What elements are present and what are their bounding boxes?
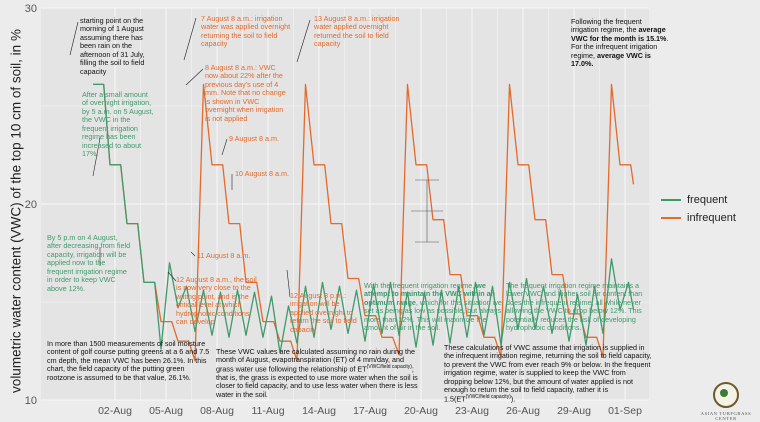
- x-tick-label: 14-Aug: [302, 405, 336, 417]
- x-tick-label: 29-Aug: [557, 405, 591, 417]
- x-tick-label: 20-Aug: [404, 405, 438, 417]
- legend-swatch-infrequent: [661, 217, 681, 219]
- x-tick-label: 17-Aug: [353, 405, 387, 417]
- annotation-small-irrigation: After a small amount of overnight irriga…: [82, 90, 154, 159]
- optimum-text-bold: we attempt to maintain the VWC within an…: [364, 281, 495, 307]
- irrigation-superscript: (VWC/field capacity): [465, 393, 511, 400]
- legend-item-frequent: frequent: [661, 191, 736, 209]
- annotation-aug4-irrigation: By 5 p.m on 4 August, after decreasing f…: [47, 233, 131, 293]
- annotation-irrigation-assumptions: These calculations of VWC assume that ir…: [444, 343, 652, 404]
- annotation-calculation-assumptions: These VWC values are calculated assuming…: [216, 347, 422, 399]
- avg-text-2: average VWC for the month is 15.1%: [571, 25, 667, 43]
- annotation-aug8: 8 August 8 a.m.: VWC now about 22% after…: [205, 63, 286, 123]
- x-tick-label: 08-Aug: [200, 405, 234, 417]
- annotation-start-point: starting point on the morning of 1 Augus…: [80, 16, 145, 76]
- annotation-frequent-summary: The frequent irrigation regime maintains…: [506, 281, 643, 333]
- logo: ASIAN TURFGRASS CENTER: [696, 382, 756, 421]
- assumptions-superscript: (VWC/field capacity): [366, 363, 412, 370]
- irrigation-text-1: These calculations of VWC assume that ir…: [444, 343, 652, 404]
- avg-text-4: average VWC is 17.0%.: [571, 50, 651, 69]
- annotation-leader-line: [296, 19, 311, 63]
- y-axis-ticks: 10 20 30: [25, 3, 37, 407]
- annotation-leader-line: [92, 137, 101, 177]
- annotation-leaders: [69, 17, 443, 298]
- x-tick-label: 05-Aug: [149, 405, 183, 417]
- gridlines: [41, 7, 649, 401]
- avg-text-3: . For the infrequent irrigation regime,: [571, 33, 669, 60]
- annotation-aug12-wilting: 12 August 8 a.m., the soil is now very c…: [176, 275, 257, 327]
- avg-text-1: Following the frequent irrigation regime…: [571, 17, 642, 35]
- x-tick-label: 26-Aug: [506, 405, 540, 417]
- optimum-text-pre: With the frequent irrigation regime,: [364, 281, 477, 290]
- legend-item-infrequent: infrequent: [661, 209, 736, 227]
- series-line-frequent: [93, 83, 635, 354]
- x-tick-label: 01-Sep: [608, 405, 642, 417]
- annotation-aug13: 13 August 8 a.m.: irrigation water appli…: [314, 14, 400, 49]
- x-tick-label: 23-Aug: [455, 405, 489, 417]
- irrigation-text-2: ).: [510, 394, 516, 404]
- annotation-field-capacity-note: In more than 1500 measurements of soil m…: [47, 339, 210, 382]
- assumptions-text-1: These VWC values are calculated assuming…: [216, 347, 415, 374]
- optimum-text-post: , which for this situation we set as bei…: [364, 297, 502, 333]
- annotation-aug10: 10 August 8 a.m.: [235, 169, 289, 178]
- series-line-infrequent: [93, 83, 635, 362]
- series-lines: [93, 83, 635, 362]
- annotation-leader-line: [286, 269, 291, 298]
- y-tick-label: 10: [25, 395, 37, 407]
- y-tick-label: 20: [25, 199, 37, 211]
- annotation-leader-line: [167, 271, 177, 282]
- annotation-aug12-pm: 12 August 8 p.m.: irrigation will be app…: [290, 291, 357, 334]
- legend-swatch-frequent: [661, 199, 681, 201]
- x-tick-label: 02-Aug: [98, 405, 132, 417]
- x-axis-ticks: 02-Aug 05-Aug 08-Aug 11-Aug 14-Aug 17-Aug 20-A…: [98, 405, 642, 417]
- annotation-leader-line: [183, 17, 197, 61]
- assumptions-text-2: ; that is, the grass is expected to use …: [216, 364, 418, 399]
- y-axis-label: volumetric water content (VWC) of the to…: [8, 29, 24, 393]
- annotation-leader-line: [221, 138, 228, 156]
- logo-emblem: [713, 382, 739, 408]
- annotation-optimum-range: With the frequent irrigation regime, we …: [364, 281, 504, 333]
- annotation-leader-line: [185, 68, 204, 86]
- y-tick-label: 30: [25, 3, 37, 15]
- annotation-aug9: 9 August 8 a.m.: [229, 134, 279, 143]
- annotation-aug7: 7 August 8 a.m.: irrigation water was ap…: [201, 14, 291, 49]
- annotation-leader-line: [190, 251, 196, 257]
- legend-label-frequent: frequent: [687, 194, 728, 206]
- x-tick-label: 11-Aug: [251, 405, 284, 417]
- legend-label-infrequent: infrequent: [687, 212, 736, 224]
- legend: frequent infrequent: [661, 191, 736, 227]
- logo-text: ASIAN TURFGRASS CENTER: [700, 411, 752, 421]
- annotation-aug11: 11 August 8 a.m.: [197, 251, 251, 260]
- annotation-average-vwc: Following the frequent irrigation regime…: [571, 17, 669, 69]
- annotation-leader-line: [69, 21, 79, 56]
